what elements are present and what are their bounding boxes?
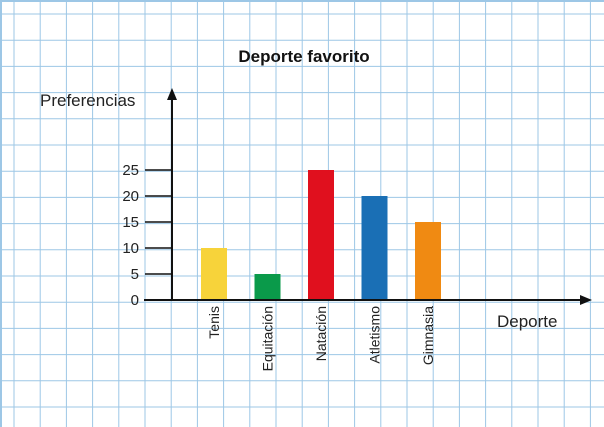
bar-tenis (201, 248, 227, 300)
y-tick-label: 25 (122, 162, 139, 179)
y-tick-label: 20 (122, 188, 139, 205)
bar-gimnasia (415, 222, 441, 300)
x-category-label: Equitación (260, 306, 276, 371)
y-tick-label: 15 (122, 214, 139, 231)
axes (144, 88, 592, 305)
chart-title: Deporte favorito (238, 47, 369, 66)
y-tick-label: 5 (131, 266, 139, 283)
y-tick-label: 10 (122, 240, 139, 257)
x-category-label: Atletismo (367, 306, 383, 364)
y-axis-arrowhead (167, 88, 177, 100)
y-ticks: 0 5 10 15 20 25 (122, 162, 172, 309)
bars-group (201, 170, 441, 300)
y-axis-label: Preferencias (40, 91, 135, 110)
x-category-label: Natación (313, 306, 329, 361)
x-axis-arrowhead (580, 295, 592, 305)
x-axis-label: Deporte (497, 312, 557, 331)
bar-natacion (308, 170, 334, 300)
y-tick-label: 0 (131, 292, 139, 309)
x-category-label: Tenis (206, 306, 222, 339)
bar-atletismo (361, 196, 388, 300)
x-category-labels: Tenis Equitación Natación Atletismo Gimnasia (206, 306, 436, 372)
bar-equitacion (254, 274, 281, 300)
x-category-label: Gimnasia (420, 306, 436, 365)
